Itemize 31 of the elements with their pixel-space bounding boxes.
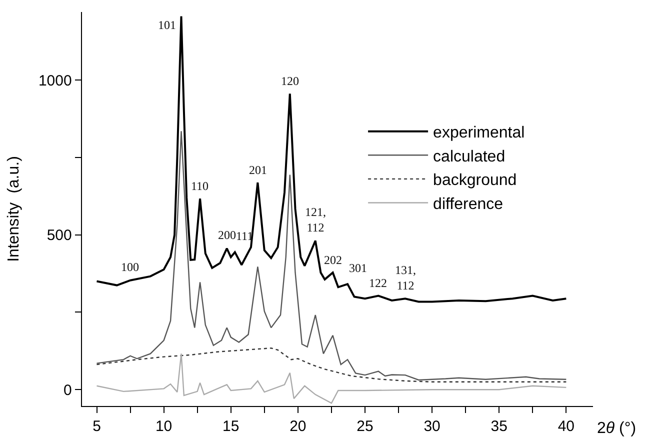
y-axis-title: Intensity (a.u.) (5, 156, 22, 262)
annotation: 301 (349, 261, 367, 275)
x-tick-label: 20 (290, 418, 306, 436)
legend-label: difference (433, 196, 504, 213)
annotation: 202 (324, 253, 342, 267)
x-tick-label: 40 (558, 418, 575, 436)
line-series (96, 353, 567, 404)
x-tick-label: 5 (92, 418, 101, 436)
legend-label: calculated (433, 148, 506, 166)
x-tick-label: 25 (356, 418, 374, 436)
legend-label: experimental (433, 124, 525, 142)
annotation: 121, 112 (305, 205, 326, 235)
annotation: 100 (121, 260, 139, 274)
annotation: 101 (158, 18, 176, 32)
y-tick-label: 500 (46, 227, 72, 244)
x-axis-title: 2θ (°) (597, 420, 636, 437)
x-tick-label: 30 (424, 418, 440, 436)
legend-label: background (433, 172, 517, 190)
y-tick-label: 0 (64, 382, 72, 399)
annotation: 110 (191, 179, 209, 193)
line-series (96, 15, 568, 303)
annotation: 131, 112 (395, 263, 416, 293)
x-tick-label: 10 (155, 418, 172, 436)
line-series (96, 348, 567, 382)
x-tick-label: 35 (490, 418, 508, 436)
annotation: 201 (249, 163, 267, 177)
annotation: 122 (369, 276, 387, 290)
x-tick-label: 15 (222, 418, 240, 436)
y-tick-label: 1000 (38, 72, 72, 90)
annotation: 200 (218, 228, 236, 242)
annotation: 120 (281, 74, 299, 88)
